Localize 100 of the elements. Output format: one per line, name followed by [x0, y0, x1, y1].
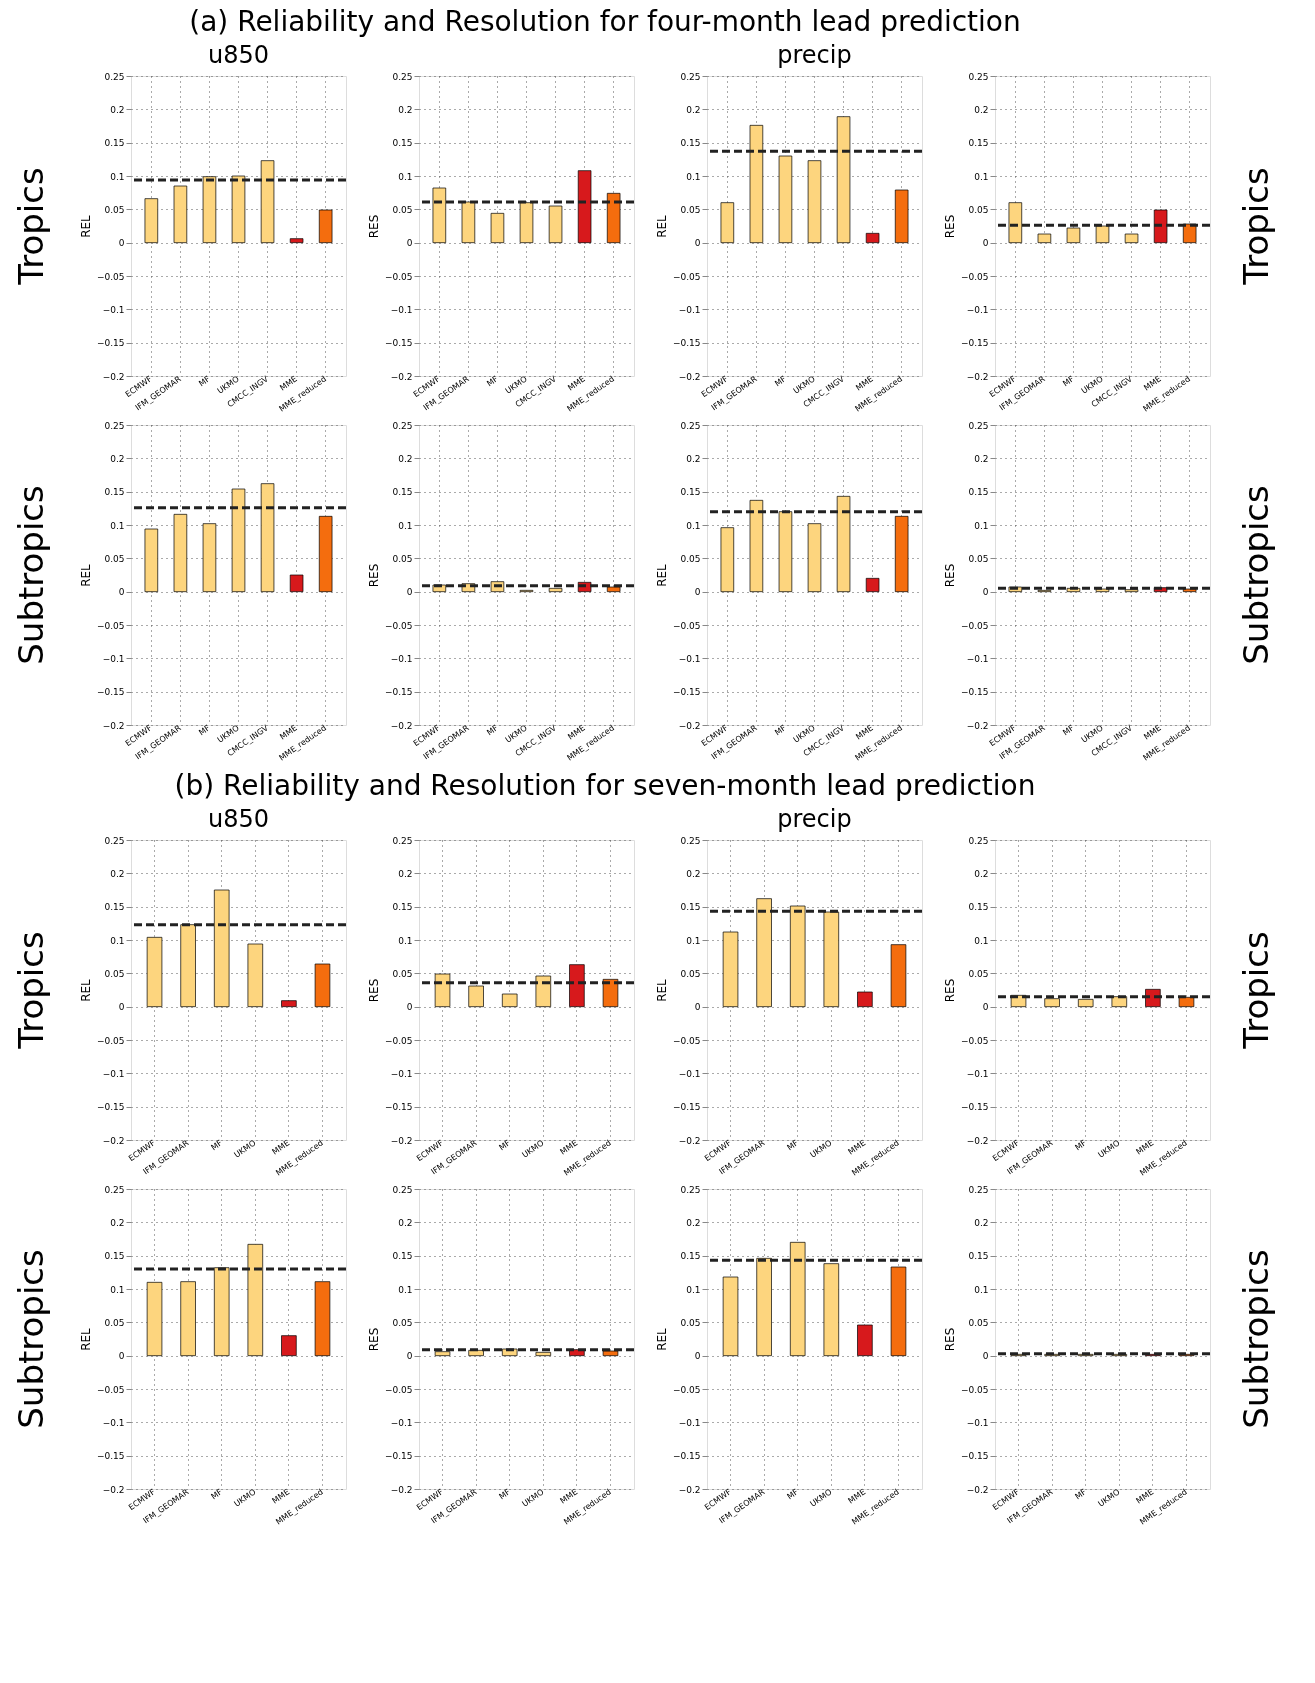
y-tick-label: −0.2 [390, 1484, 413, 1495]
bar [1037, 233, 1052, 244]
bar [1066, 227, 1081, 244]
y-tick-label: 0.15 [968, 902, 989, 913]
y-tick-label: −0.2 [966, 720, 989, 731]
y-tick-label: 0.2 [110, 868, 125, 879]
y-tick-label: 0.2 [398, 104, 413, 115]
y-tick-label: −0.05 [96, 1384, 125, 1395]
y-tick-label: −0.1 [102, 1417, 125, 1428]
bar [432, 187, 447, 244]
y-tick-label: −0.15 [96, 687, 125, 698]
bar [857, 1324, 873, 1357]
y-tick-label: 0.15 [680, 487, 701, 498]
y-tick-label: −0.15 [672, 338, 701, 349]
y-tick-label: −0.1 [102, 1068, 125, 1079]
bar [1095, 225, 1110, 244]
x-tick-label: MF [485, 723, 501, 738]
y-tick-label: −0.1 [390, 653, 413, 664]
x-tick-label: MF [1061, 723, 1077, 738]
y-tick-label: −0.05 [960, 620, 989, 631]
y-tick-label: −0.1 [966, 653, 989, 664]
y-tick-label: −0.1 [966, 1068, 989, 1079]
bar [823, 911, 840, 1008]
y-axis-title: REL [654, 563, 669, 587]
y-tick-label: −0.05 [96, 620, 125, 631]
bar [247, 943, 264, 1008]
y-tick-label: 0.2 [974, 868, 989, 879]
y-tick-label: −0.1 [678, 1417, 701, 1428]
y-tick-label: 0.15 [392, 1251, 413, 1262]
bar [890, 944, 907, 1008]
y-tick-label: −0.05 [672, 1384, 701, 1395]
x-tick-label: MF [1073, 1487, 1089, 1502]
x-tick-label: MF [773, 723, 789, 738]
y-tick-label: 0.05 [680, 553, 701, 564]
x-tick-label: MF [785, 1487, 801, 1502]
y-tick-label: 0 [406, 1002, 413, 1013]
y-tick-label: 0.05 [392, 1317, 413, 1328]
bar [720, 202, 735, 244]
y-tick-label: −0.2 [678, 1484, 701, 1495]
y-tick-label: 0.25 [680, 1184, 701, 1195]
bar [213, 1267, 230, 1357]
y-tick-label: 0 [982, 587, 989, 598]
y-tick-label: −0.05 [384, 1384, 413, 1395]
bar [606, 192, 621, 244]
text: Tropics [10, 167, 51, 286]
bar [569, 964, 585, 1008]
y-tick-label: 0.1 [398, 520, 413, 531]
bar [894, 189, 909, 244]
y-tick-label: 0.2 [110, 104, 125, 115]
y-tick-label: 0.15 [680, 138, 701, 149]
y-tick-label: 0.05 [104, 1317, 125, 1328]
y-tick-label: 0.2 [398, 868, 413, 879]
y-tick-label: 0 [694, 238, 701, 249]
y-tick-label: 0.05 [680, 1317, 701, 1328]
y-tick-label: 0.15 [968, 138, 989, 149]
y-tick-label: 0.15 [392, 487, 413, 498]
bar [722, 1276, 739, 1357]
y-axis-title: REL [654, 1327, 669, 1351]
y-tick-label: −0.2 [102, 1484, 125, 1495]
y-tick-label: 0.05 [968, 553, 989, 564]
y-tick-label: 0.1 [686, 171, 701, 182]
bar [602, 978, 619, 1008]
y-tick-label: −0.2 [678, 720, 701, 731]
bar [865, 577, 880, 593]
y-tick-label: 0 [406, 238, 413, 249]
y-tick-label: −0.2 [678, 1135, 701, 1146]
y-tick-label: 0.25 [680, 420, 701, 431]
bar [213, 889, 230, 1008]
y-tick-label: 0 [118, 238, 125, 249]
y-tick-label: 0 [694, 587, 701, 598]
bar [756, 1257, 772, 1357]
bar [894, 515, 909, 593]
y-tick-label: 0 [118, 1351, 125, 1362]
y-tick-label: 0.1 [974, 935, 989, 946]
y-tick-label: −0.05 [960, 1384, 989, 1395]
y-tick-label: 0.15 [968, 487, 989, 498]
bar [789, 905, 806, 1008]
text: Subtropics [10, 1249, 51, 1429]
bar [857, 991, 873, 1008]
bar [281, 1000, 297, 1008]
bar [260, 160, 275, 244]
y-tick-label: −0.05 [384, 620, 413, 631]
x-tick-label: MF [1061, 374, 1077, 389]
y-tick-label: −0.2 [966, 371, 989, 382]
chart-title: u850 [207, 805, 270, 833]
y-tick-label: 0.1 [398, 935, 413, 946]
y-tick-label: −0.2 [102, 371, 125, 382]
y-tick-label: −0.2 [678, 371, 701, 382]
y-tick-label: −0.2 [390, 720, 413, 731]
bar [519, 202, 534, 244]
y-tick-label: −0.05 [672, 620, 701, 631]
x-tick-label: MF [209, 1487, 225, 1502]
bar [231, 488, 246, 593]
x-tick-label: MF [485, 374, 501, 389]
y-tick-label: −0.15 [96, 338, 125, 349]
x-tick-label: MF [197, 374, 213, 389]
y-tick-label: −0.15 [960, 1451, 989, 1462]
y-axis-title: RES [366, 214, 381, 239]
y-tick-label: 0.1 [110, 935, 125, 946]
chart-title: precip [777, 805, 852, 833]
